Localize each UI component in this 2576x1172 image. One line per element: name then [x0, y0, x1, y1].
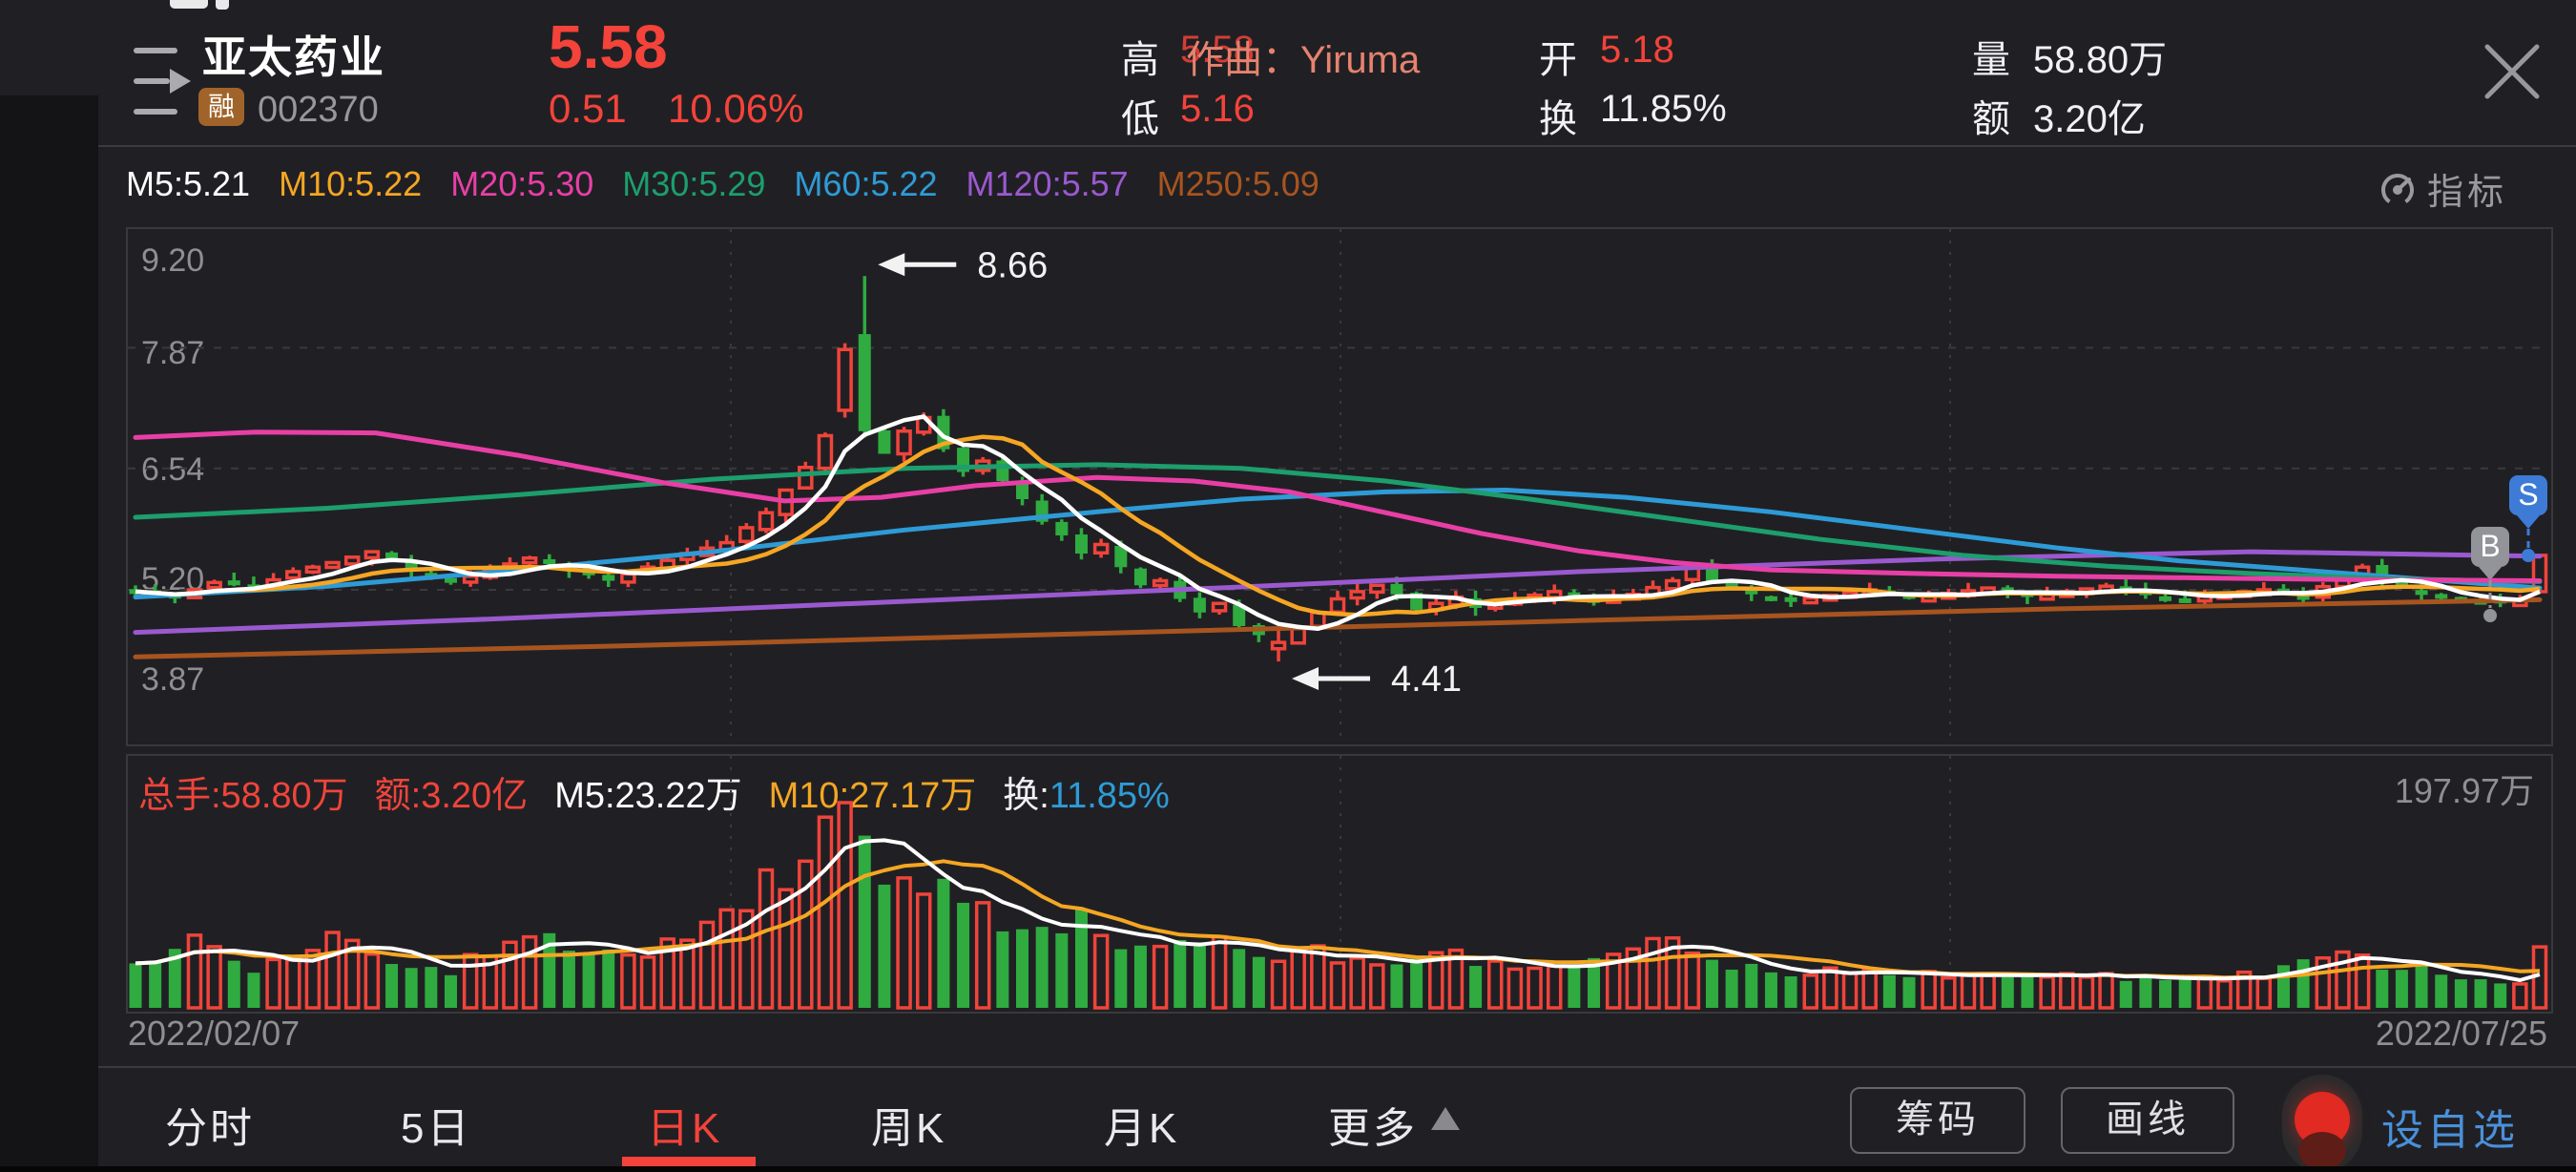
turnover-label: 换	[1539, 98, 1577, 140]
ma-legend-item: M20:5.30	[450, 164, 594, 203]
tab-更多[interactable]: 更多	[1328, 1105, 1418, 1152]
tab-周K[interactable]: 周K	[871, 1105, 947, 1152]
high-value: 5.58	[1180, 29, 1255, 71]
svg-text:8.66: 8.66	[977, 245, 1048, 285]
candlestick-canvas[interactable]: 8.66 4.41 SB	[126, 227, 2549, 743]
amount-value: 3.20亿	[2033, 98, 2146, 140]
price-change: 0.51	[549, 86, 627, 131]
record-indicator[interactable]	[2282, 1075, 2362, 1172]
volume-legend-item: M10:27.17万	[768, 776, 977, 816]
svg-text:S: S	[2518, 477, 2538, 512]
menu-arrow	[170, 69, 191, 94]
open-value: 5.18	[1600, 29, 1674, 71]
y-axis-label: 9.20	[141, 242, 205, 279]
more-collapse-icon[interactable]	[1431, 1107, 1460, 1130]
indicator-label: 指标	[2427, 173, 2508, 213]
svg-text:B: B	[2480, 529, 2500, 563]
stock-name: 亚太药业	[202, 32, 385, 82]
ma-legend-item: M5:5.21	[126, 164, 251, 203]
close-icon[interactable]	[2483, 43, 2541, 100]
volume-plot-frame	[126, 754, 2553, 1014]
side-menu-icon[interactable]	[134, 48, 191, 115]
y-axis-label: 7.87	[141, 335, 205, 371]
menu-bar	[134, 48, 177, 53]
volume-canvas[interactable]	[126, 754, 2549, 1010]
y-axis-label: 6.54	[141, 451, 205, 488]
low-label: 低	[1121, 98, 1159, 140]
gauge-icon	[2381, 173, 2414, 206]
amount-label: 额	[1972, 98, 2010, 140]
volume-legend-item: M5:23.22万	[554, 776, 742, 816]
stock-code: 002370	[258, 90, 379, 130]
tab-分时[interactable]: 分时	[165, 1105, 255, 1152]
ma-legend-item: M60:5.22	[794, 164, 938, 203]
tab-月K[interactable]: 月K	[1104, 1105, 1180, 1152]
topbar-divider	[98, 145, 2576, 147]
date-end: 2022/07/25	[2375, 1014, 2547, 1053]
volume-legend-item: 11.85%	[1049, 776, 1170, 816]
tabbar-divider	[98, 1066, 2576, 1068]
volume-legend-item: 换:	[1003, 776, 1049, 816]
add-watchlist-button[interactable]: 设自选	[2381, 1107, 2519, 1154]
menu-bar	[134, 109, 177, 115]
draw-line-button[interactable]: 画线	[2061, 1087, 2234, 1154]
svg-text:4.41: 4.41	[1391, 659, 1462, 700]
ma-legend-item: M10:5.22	[279, 164, 423, 203]
tab-日K[interactable]: 日K	[647, 1105, 723, 1152]
volume-max-label: 197.97万	[2394, 771, 2534, 810]
kline-plot-frame	[126, 227, 2553, 746]
active-tab-underline	[622, 1157, 756, 1166]
y-axis-label: 3.87	[141, 661, 205, 698]
open-label: 开	[1539, 39, 1577, 81]
status-icon-fragment	[216, 0, 229, 10]
volume-legend: 总手:58.80万 额:3.20亿 M5:23.22万 M10:27.17万 换:11.…	[138, 765, 1196, 818]
tab-5日[interactable]: 5日	[401, 1105, 472, 1152]
low-value: 5.16	[1180, 88, 1255, 130]
status-icon-fragment	[170, 0, 208, 9]
margin-badge: 融	[198, 88, 244, 126]
volume-legend-item: 额:3.20亿	[374, 776, 529, 816]
menu-bar	[134, 78, 170, 84]
ma-legend: M5:5.21 M10:5.22 M20:5.30 M30:5.29 M60:5.22 M…	[126, 164, 1348, 204]
home-indicator-strip	[0, 1166, 2576, 1172]
indicator-button[interactable]: 指标	[2378, 162, 2507, 215]
ma-legend-item: M30:5.29	[622, 164, 766, 203]
volume-value: 58.80万	[2033, 39, 2168, 81]
price-change-percent: 10.06%	[668, 86, 804, 131]
turnover-value: 11.85%	[1600, 88, 1727, 130]
last-price: 5.58	[549, 12, 668, 81]
chips-button[interactable]: 筹码	[1850, 1087, 2025, 1154]
ma-legend-item: M250:5.09	[1156, 164, 1319, 203]
ma-legend-item: M120:5.57	[966, 164, 1129, 203]
notch-strip	[0, 95, 98, 1166]
high-label: 高	[1121, 39, 1159, 81]
date-start: 2022/02/07	[128, 1014, 301, 1053]
volume-label: 量	[1972, 39, 2010, 81]
record-dot-glow	[2298, 1132, 2346, 1170]
volume-legend-item: 总手:58.80万	[138, 776, 348, 816]
music-overlay-text: 作曲：Yiruma	[1186, 39, 1421, 81]
